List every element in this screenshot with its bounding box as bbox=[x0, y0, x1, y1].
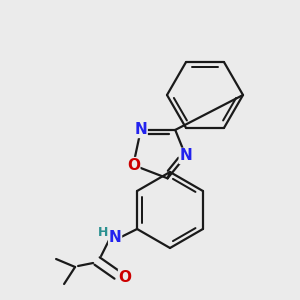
Text: N: N bbox=[134, 122, 147, 137]
Text: N: N bbox=[109, 230, 122, 244]
Text: H: H bbox=[98, 226, 108, 239]
Text: O: O bbox=[127, 158, 140, 172]
Text: N: N bbox=[179, 148, 192, 164]
Text: O: O bbox=[118, 269, 132, 284]
